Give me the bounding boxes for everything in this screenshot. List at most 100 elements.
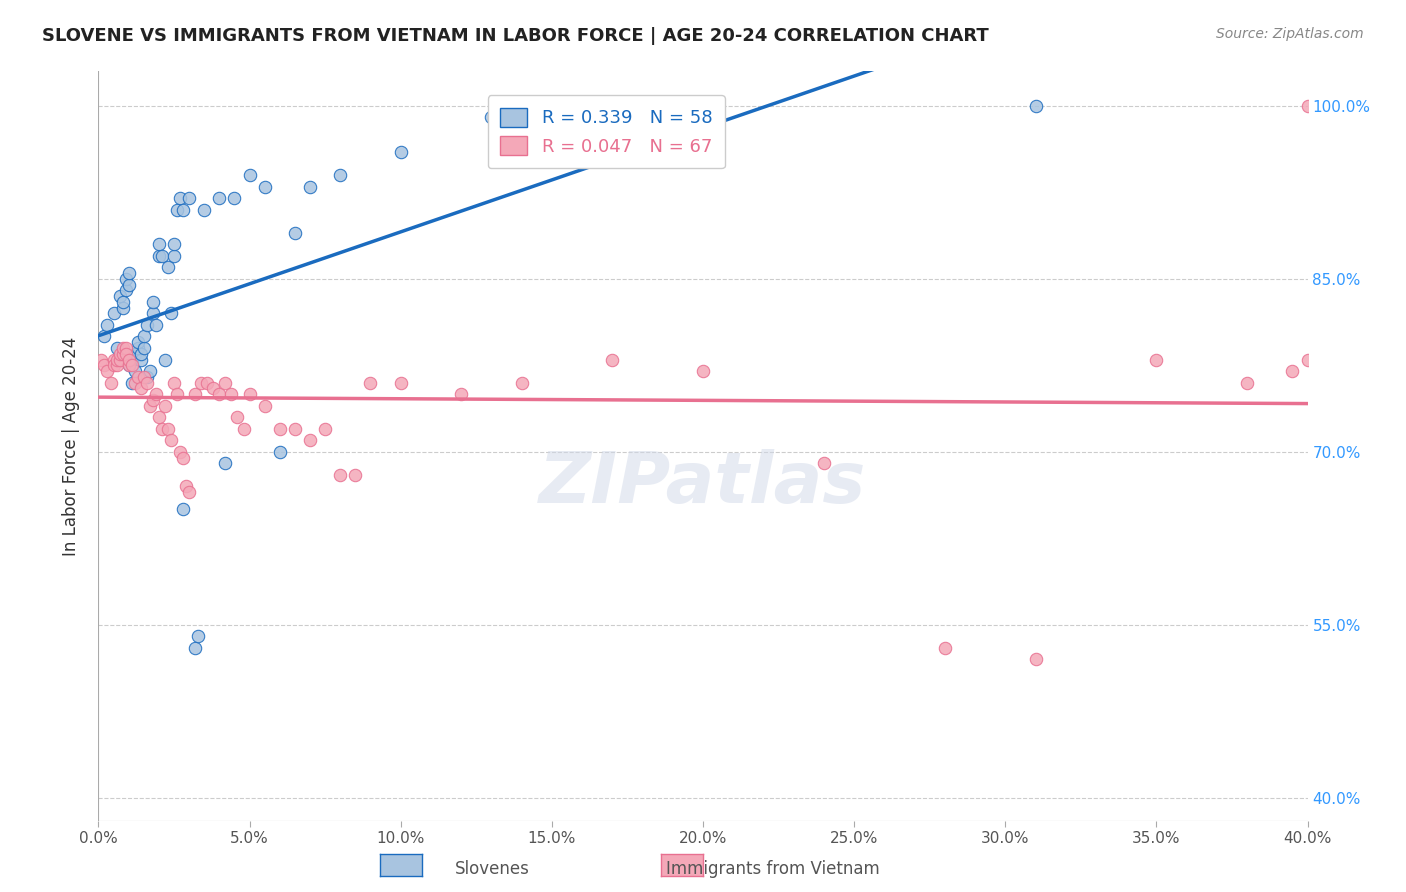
- Point: [135, 369, 157, 384]
- Point: [111, 294, 134, 309]
- Point: [153, 399, 176, 413]
- Point: [118, 277, 141, 292]
- Point: [118, 359, 141, 373]
- Point: [169, 191, 191, 205]
- Point: [93, 359, 115, 373]
- Point: [142, 392, 165, 407]
- Point: [96, 364, 118, 378]
- Point: [111, 301, 134, 315]
- Point: [184, 640, 207, 655]
- Point: [127, 369, 149, 384]
- Point: [148, 249, 170, 263]
- Point: [153, 352, 176, 367]
- Point: [190, 376, 212, 390]
- Point: [224, 191, 246, 205]
- Point: [344, 467, 367, 482]
- Point: [103, 352, 125, 367]
- Point: [129, 347, 152, 361]
- Point: [329, 467, 352, 482]
- Point: [160, 306, 183, 320]
- Point: [111, 341, 134, 355]
- Point: [150, 422, 173, 436]
- Text: Immigrants from Vietnam: Immigrants from Vietnam: [666, 860, 880, 878]
- Point: [166, 387, 188, 401]
- Point: [108, 352, 131, 367]
- Point: [253, 399, 276, 413]
- Point: [299, 179, 322, 194]
- Point: [114, 341, 136, 355]
- Point: [114, 272, 136, 286]
- Point: [129, 352, 152, 367]
- Point: [1296, 99, 1319, 113]
- Point: [172, 450, 194, 465]
- Point: [169, 444, 191, 458]
- Point: [214, 376, 236, 390]
- Point: [103, 306, 125, 320]
- Point: [226, 410, 249, 425]
- Point: [139, 399, 162, 413]
- Point: [135, 376, 157, 390]
- Point: [1296, 352, 1319, 367]
- Point: [174, 479, 197, 493]
- Point: [114, 284, 136, 298]
- Point: [124, 347, 146, 361]
- Point: [1144, 352, 1167, 367]
- Point: [193, 202, 215, 217]
- Point: [111, 347, 134, 361]
- Point: [214, 456, 236, 470]
- Point: [314, 422, 336, 436]
- Point: [156, 260, 179, 275]
- Text: Source: ZipAtlas.com: Source: ZipAtlas.com: [1216, 27, 1364, 41]
- Point: [166, 202, 188, 217]
- Point: [93, 329, 115, 343]
- Point: [150, 249, 173, 263]
- Point: [813, 456, 835, 470]
- Point: [934, 640, 956, 655]
- Point: [129, 381, 152, 395]
- Point: [163, 237, 186, 252]
- Point: [172, 202, 194, 217]
- Point: [450, 387, 472, 401]
- Point: [208, 387, 231, 401]
- Point: [132, 329, 155, 343]
- Point: [202, 381, 225, 395]
- Point: [195, 376, 218, 390]
- Point: [105, 352, 128, 367]
- Point: [163, 376, 186, 390]
- Text: SLOVENE VS IMMIGRANTS FROM VIETNAM IN LABOR FORCE | AGE 20-24 CORRELATION CHART: SLOVENE VS IMMIGRANTS FROM VIETNAM IN LA…: [42, 27, 988, 45]
- Point: [208, 191, 231, 205]
- Point: [105, 341, 128, 355]
- Point: [156, 422, 179, 436]
- Point: [132, 341, 155, 355]
- Point: [108, 352, 131, 367]
- Point: [284, 422, 307, 436]
- Point: [692, 364, 714, 378]
- Point: [108, 347, 131, 361]
- Point: [148, 237, 170, 252]
- Point: [661, 99, 683, 113]
- Point: [139, 364, 162, 378]
- Point: [127, 335, 149, 350]
- Point: [389, 145, 412, 159]
- Point: [602, 352, 624, 367]
- Point: [510, 376, 533, 390]
- Point: [114, 347, 136, 361]
- Point: [121, 376, 143, 390]
- Point: [329, 168, 352, 182]
- Point: [90, 352, 112, 367]
- Point: [232, 422, 254, 436]
- Point: [108, 289, 131, 303]
- Point: [96, 318, 118, 332]
- Point: [142, 294, 165, 309]
- Point: [221, 387, 243, 401]
- Text: ZIPatlas: ZIPatlas: [540, 449, 866, 518]
- Point: [118, 359, 141, 373]
- Point: [284, 226, 307, 240]
- Point: [179, 191, 201, 205]
- Point: [100, 376, 122, 390]
- Point: [124, 376, 146, 390]
- Point: [145, 318, 167, 332]
- Point: [103, 359, 125, 373]
- Point: [184, 387, 207, 401]
- Point: [121, 359, 143, 373]
